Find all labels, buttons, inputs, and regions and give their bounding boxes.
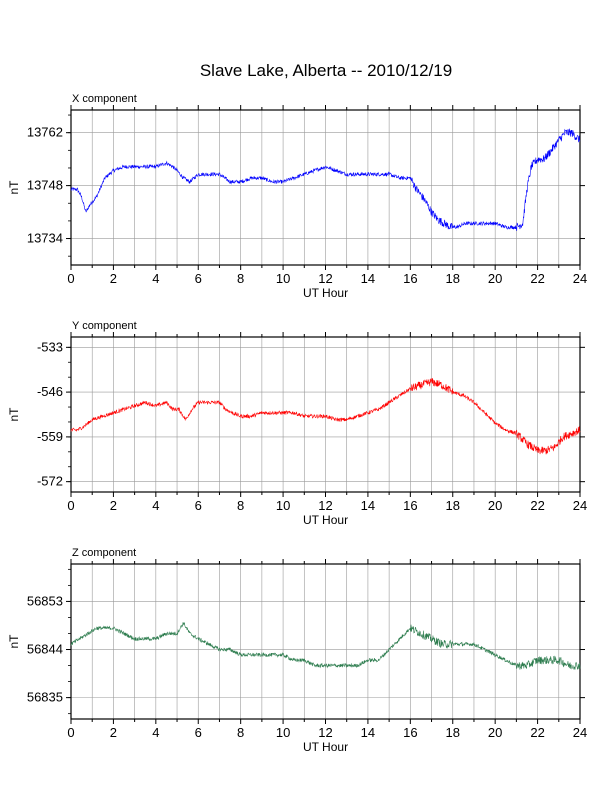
panel-title: Z component	[72, 547, 136, 559]
x-tick-label: 12	[318, 498, 332, 513]
x-tick-label: 6	[195, 271, 202, 286]
y-tick-label: 56844	[27, 642, 63, 657]
x-tick-label: 14	[361, 498, 375, 513]
x-tick-label: 16	[403, 725, 417, 740]
x-tick-label: 22	[530, 498, 544, 513]
x-axis-label: UT Hour	[303, 286, 348, 300]
x-tick-label: 2	[110, 498, 117, 513]
y-tick-label: 13734	[27, 231, 63, 246]
x-tick-label: 24	[573, 498, 587, 513]
series-line	[70, 378, 581, 455]
x-tick-label: 20	[488, 498, 502, 513]
panel-title: X component	[72, 93, 137, 105]
y-axis-label: nT	[7, 407, 21, 422]
x-tick-label: 18	[446, 498, 460, 513]
x-tick-label: 0	[67, 725, 74, 740]
x-tick-label: 0	[67, 498, 74, 513]
y-tick-label: -546	[37, 384, 63, 399]
x-tick-label: 0	[67, 271, 74, 286]
x-tick-label: 18	[446, 725, 460, 740]
x-tick-label: 24	[573, 271, 587, 286]
x-tick-label: 22	[530, 725, 544, 740]
x-tick-label: 8	[237, 271, 244, 286]
x-tick-label: 22	[530, 271, 544, 286]
y-tick-label: 56835	[27, 690, 63, 705]
x-tick-label: 10	[276, 725, 290, 740]
x-tick-label: 2	[110, 725, 117, 740]
x-tick-label: 24	[573, 725, 587, 740]
series-line	[70, 622, 581, 670]
y-tick-label: 13748	[27, 178, 63, 193]
x-tick-label: 6	[195, 725, 202, 740]
y-axis-label: nT	[7, 634, 21, 649]
y-tick-label: 13762	[27, 125, 63, 140]
x-tick-label: 2	[110, 271, 117, 286]
x-tick-label: 20	[488, 725, 502, 740]
y-tick-label: 56853	[27, 593, 63, 608]
x-tick-label: 12	[318, 271, 332, 286]
x-tick-label: 20	[488, 271, 502, 286]
y-tick-label: -559	[37, 429, 63, 444]
x-axis-label: UT Hour	[303, 740, 348, 754]
x-tick-label: 10	[276, 498, 290, 513]
y-axis-label: nT	[7, 180, 21, 195]
x-tick-label: 8	[237, 498, 244, 513]
y-tick-label: -572	[37, 474, 63, 489]
x-axis-label: UT Hour	[303, 513, 348, 527]
chart-title: Slave Lake, Alberta -- 2010/12/19	[200, 61, 452, 80]
x-tick-label: 12	[318, 725, 332, 740]
x-tick-label: 14	[361, 271, 375, 286]
x-tick-label: 18	[446, 271, 460, 286]
x-tick-label: 14	[361, 725, 375, 740]
x-tick-label: 16	[403, 498, 417, 513]
panel-title: Y component	[72, 320, 137, 332]
x-tick-label: 6	[195, 498, 202, 513]
x-tick-label: 4	[152, 725, 159, 740]
y-tick-label: -533	[37, 339, 63, 354]
x-tick-label: 4	[152, 271, 159, 286]
series-line	[70, 128, 581, 231]
x-tick-label: 16	[403, 271, 417, 286]
x-tick-label: 8	[237, 725, 244, 740]
x-tick-label: 4	[152, 498, 159, 513]
x-tick-label: 10	[276, 271, 290, 286]
